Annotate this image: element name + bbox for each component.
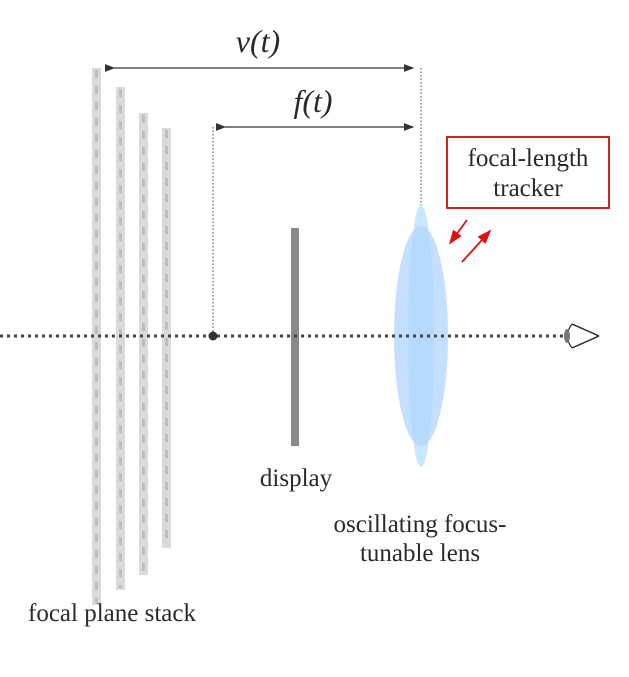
focal-plane [92,68,101,605]
focal-length-tracker: focal-length tracker [446,136,610,209]
tracker-arrow-out [461,229,492,263]
lens-label-line1: oscillating focus- [334,511,507,538]
lens-label-line2: tunable lens [360,540,480,567]
f-distance-label: f(t) [293,83,332,119]
focal-plane [116,87,125,590]
tracker-label-line2: tracker [493,175,563,202]
focal-point [208,331,218,341]
focal-plane [139,113,148,575]
eye-icon [564,323,600,349]
tracker-label-line1: focal-length [468,145,589,172]
tracker-arrow-in [448,219,468,245]
v-distance-label: v(t) [236,23,280,59]
display-label: display [260,465,333,492]
stack-label: focal plane stack [28,600,196,627]
focal-plane [162,128,171,548]
focal-plane-stack [92,68,171,605]
